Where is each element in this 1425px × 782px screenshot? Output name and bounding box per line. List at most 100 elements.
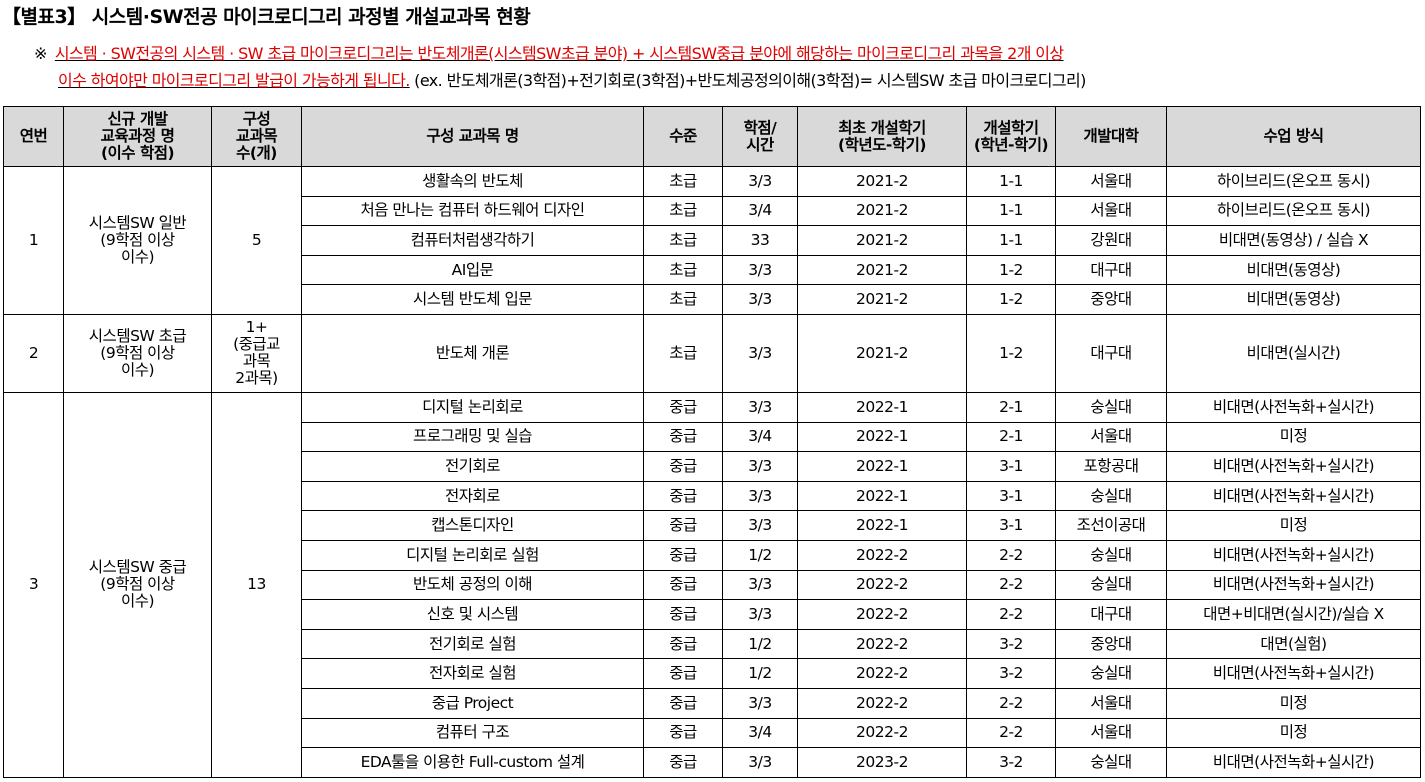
university-cell: 서울대: [1055, 717, 1167, 749]
course-name-cell: 프로그래밍 및 실습: [301, 421, 644, 453]
table-row: 반도체 공정의 이해 중급 3/3 2022-2 2-2 숭실대 비대면(사전녹화+실시간): [4, 569, 1421, 601]
level-cell: 초급: [643, 313, 723, 393]
first-semester-cell: 2021-2: [797, 254, 967, 286]
credits-cell: 1/2: [722, 658, 798, 689]
header-level: 수준: [643, 106, 723, 167]
university-cell: 대구대: [1055, 313, 1167, 393]
table-row: 1 시스템SW 일반 (9학점 이상 이수) 5 생활속의 반도체 초급 3/3 2021-2 1…: [3, 166, 1421, 315]
credits-cell: 3/3: [722, 599, 798, 630]
semester-cell: 3-1: [966, 480, 1056, 512]
university-cell: 조선이공대: [1055, 510, 1167, 541]
no-cell: 2: [3, 313, 64, 393]
first-semester-cell: 2022-2: [797, 658, 967, 689]
course-count-cell: 5: [211, 166, 302, 315]
university-cell: 숭실대: [1055, 569, 1167, 601]
first-semester-cell: 2022-1: [797, 391, 967, 423]
university-cell: 대구대: [1055, 599, 1167, 630]
course-name-cell: 중급 Project: [301, 687, 644, 719]
teaching-method-cell: 미정: [1166, 421, 1421, 453]
header-teaching-method: 수업 방식: [1166, 106, 1421, 167]
level-cell: 중급: [643, 569, 723, 601]
semester-cell: 1-1: [966, 166, 1056, 197]
notice-line-1: 시스템 · SW전공의 시스템 · SW 초급 마이크로디그리는 반도체개론(시…: [54, 44, 1064, 63]
teaching-method-cell: 비대면(동영상): [1166, 254, 1421, 286]
university-cell: 숭실대: [1055, 391, 1167, 423]
reference-mark: ※: [34, 44, 47, 63]
teaching-method-cell: 미정: [1166, 510, 1421, 541]
university-cell: 중앙대: [1055, 628, 1167, 660]
university-cell: 숭실대: [1055, 658, 1167, 689]
program-cell: 시스템SW 초급 (9학점 이상 이수): [63, 313, 212, 393]
semester-cell: 2-1: [966, 421, 1056, 453]
notice-line-2: 이수 하여야만 마이크로디그리 발급이 가능하게 됩니다.: [58, 71, 410, 90]
table-row: 중급 Project 중급 3/3 2022-2 2-2 서울대 미정: [4, 687, 1421, 719]
teaching-method-cell: 미정: [1166, 687, 1421, 719]
course-name-cell: 디지털 논리회로 실험: [301, 539, 644, 571]
level-cell: 중급: [643, 599, 723, 630]
credits-cell: 3/4: [722, 717, 798, 749]
credits-cell: 1/2: [722, 539, 798, 571]
header-program: 신규 개발 교육과정 명 (이수 학점): [63, 106, 212, 167]
level-cell: 중급: [643, 747, 723, 778]
level-cell: 초급: [643, 166, 723, 197]
course-name-cell: 컴퓨터처럼생각하기: [301, 225, 644, 256]
semester-cell: 1-1: [966, 195, 1056, 227]
level-cell: 중급: [643, 480, 723, 512]
table-row: 디지털 논리회로 실험 중급 1/2 2022-2 2-2 숭실대 비대면(사전녹화+실시간…: [4, 539, 1421, 571]
table-row: 캡스톤디자인 중급 3/3 2022-1 3-1 조선이공대 미정: [4, 510, 1421, 541]
program-cell: 시스템SW 일반 (9학점 이상 이수): [63, 166, 212, 315]
course-table: 연번 신규 개발 교육과정 명 (이수 학점) 구성 교과목 수(개) 구성 교과목 명 수준 학…: [3, 106, 1421, 778]
semester-cell: 3-2: [966, 747, 1056, 778]
credits-cell: 3/3: [722, 569, 798, 601]
course-name-cell: 반도체 개론: [301, 313, 644, 393]
course-count-cell: 13: [211, 391, 302, 778]
level-cell: 중급: [643, 539, 723, 571]
table-row: 2 시스템SW 초급 (9학점 이상 이수) 1+ (중급교 과목 2과목) 반도체 개론 초급 3…: [3, 313, 1421, 393]
header-no: 연번: [3, 106, 64, 167]
header-row: 연번 신규 개발 교육과정 명 (이수 학점) 구성 교과목 수(개) 구성 교과목 명 수준 학…: [3, 106, 1421, 167]
credits-cell: 3/3: [722, 747, 798, 778]
university-cell: 서울대: [1055, 687, 1167, 719]
level-cell: 초급: [643, 225, 723, 256]
credits-cell: 3/3: [722, 480, 798, 512]
first-semester-cell: 2022-1: [797, 480, 967, 512]
level-cell: 초급: [643, 254, 723, 286]
level-cell: 중급: [643, 391, 723, 423]
header-course-count: 구성 교과목 수(개): [211, 106, 302, 167]
semester-cell: 1-2: [966, 254, 1056, 286]
university-cell: 서울대: [1055, 421, 1167, 453]
credits-cell: 33: [722, 225, 798, 256]
teaching-method-cell: 비대면(동영상) / 실습 X: [1166, 225, 1421, 256]
first-semester-cell: 2022-2: [797, 539, 967, 571]
teaching-method-cell: 비대면(사전녹화+실시간): [1166, 391, 1421, 423]
course-name-cell: 반도체 공정의 이해: [301, 569, 644, 601]
semester-cell: 2-2: [966, 539, 1056, 571]
first-semester-cell: 2022-2: [797, 717, 967, 749]
teaching-method-cell: 비대면(사전녹화+실시간): [1166, 539, 1421, 571]
university-cell: 숭실대: [1055, 747, 1167, 778]
course-name-cell: 컴퓨터 구조: [301, 717, 644, 749]
semester-cell: 1-2: [966, 284, 1056, 315]
teaching-method-cell: 대면(실험): [1166, 628, 1421, 660]
teaching-method-cell: 비대면(실시간): [1166, 313, 1421, 393]
first-semester-cell: 2022-1: [797, 421, 967, 453]
course-count-cell: 1+ (중급교 과목 2과목): [211, 313, 302, 393]
credits-cell: 3/3: [722, 284, 798, 315]
semester-cell: 2-1: [966, 391, 1056, 423]
semester-cell: 1-1: [966, 225, 1056, 256]
course-name-cell: 전자회로 실험: [301, 658, 644, 689]
teaching-method-cell: 미정: [1166, 717, 1421, 749]
level-cell: 중급: [643, 717, 723, 749]
semester-cell: 3-1: [966, 510, 1056, 541]
semester-cell: 2-2: [966, 599, 1056, 630]
course-name-cell: 시스템 반도체 입문: [301, 284, 644, 315]
table-row: 시스템 반도체 입문 초급 3/3 2021-2 1-2 중앙대 비대면(동영상): [4, 284, 1421, 315]
level-cell: 초급: [643, 284, 723, 315]
semester-cell: 1-2: [966, 313, 1056, 393]
semester-cell: 2-2: [966, 717, 1056, 749]
no-cell: 3: [3, 391, 64, 778]
teaching-method-cell: 비대면(사전녹화+실시간): [1166, 569, 1421, 601]
header-university: 개발대학: [1055, 106, 1167, 167]
level-cell: 초급: [643, 195, 723, 227]
table-row: 3 시스템SW 중급 (9학점 이상 이수) 13 디지털 논리회로 중급 3/3 2022-1…: [3, 391, 1421, 778]
